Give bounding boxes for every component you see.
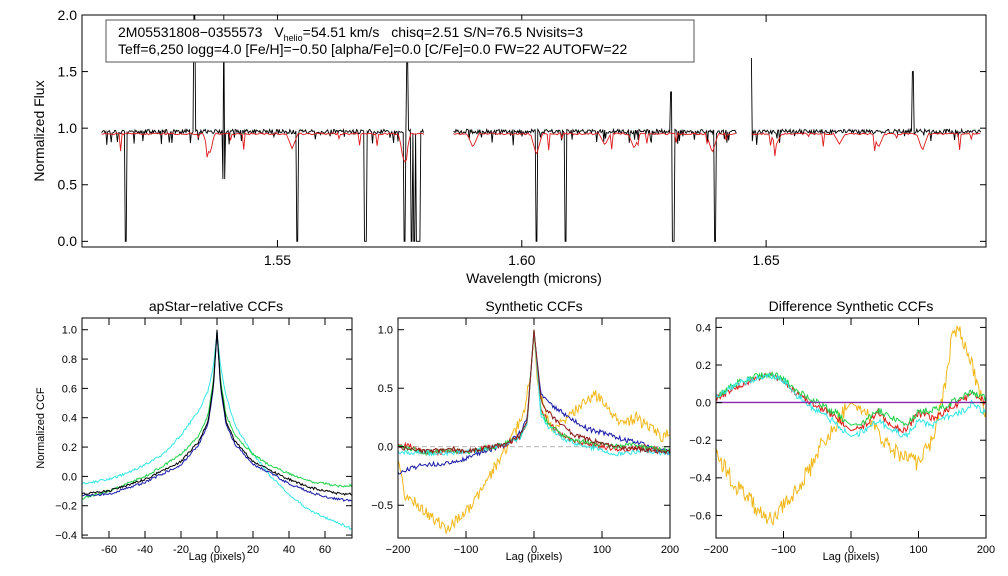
ccf3-xtick-label: −100 [771, 544, 796, 556]
ccf1-xtick-label: -40 [137, 544, 153, 556]
spectrum-xlabel: Wavelength (microns) [466, 270, 602, 286]
spectrum-axes-frame [81, 14, 987, 248]
ccf3-xtick-label: 100 [909, 544, 927, 556]
ccf-panel-3: Difference Synthetic CCFs −200 −100 0 100 20… [689, 298, 995, 563]
star-id: 2M05531808−0355573 [118, 24, 263, 40]
ccf1-ytick-label: 0.6 [62, 383, 77, 395]
ccf1-ytick-label: −0.2 [55, 501, 77, 513]
ccf1-ytick-label: −0.4 [55, 530, 77, 542]
ccf2-ticks: −200 −100 0 100 200 −0.5 0.0 0.5 1.0 [371, 318, 679, 556]
annotation-frame [105, 19, 695, 63]
ccf2-xtick-label: −200 [386, 544, 411, 556]
ccf1-xtick-label: 0 [214, 544, 220, 556]
spectrum-ytick-label: 2.0 [58, 7, 78, 23]
ccf3-series-cyan [715, 372, 987, 439]
ccf3-ytick-label: 0.4 [696, 322, 711, 334]
spectrum-panel: 1.55 1.60 1.65 0.0 0.5 1.0 1.5 2.0 Wavelength (… [31, 7, 987, 286]
ccf2-ytick-label: 0.0 [378, 442, 393, 454]
ccf3-xtick-label: 0 [848, 544, 854, 556]
ccf2-ytick-label: 0.5 [378, 383, 393, 395]
ccf1-ytick-label: 1.0 [62, 325, 77, 337]
spectrum-xtick-label: 1.65 [752, 252, 779, 268]
ccf-panel-1: apStar−relative CCFs -60 -40 -20 0 20 40 60 −0.… [35, 298, 353, 563]
ccf1-series-black [81, 329, 353, 496]
ccf3-ticks: −200 −100 0 100 200 −0.6 −0.4 −0.2 0.0 0.2 0.4 [689, 318, 995, 556]
ccf3-ytick-label: −0.6 [689, 510, 711, 522]
spectrum-ytick-label: 1.0 [58, 120, 78, 136]
ccf1-ticks: -60 -40 -20 0 20 40 60 −0.4 −0.2 0.0 0.2 0.4 0.6 0.8 1… [55, 318, 352, 556]
ccf2-ytick-label: 1.0 [378, 325, 393, 337]
spectrum-ytick-label: 0.0 [58, 233, 78, 249]
ccf1-ytick-label: 0.2 [62, 442, 77, 454]
ccf3-plot-area [715, 325, 987, 527]
ccf2-xtick-label: 100 [593, 544, 611, 556]
spectrum-plot-area [101, 14, 982, 242]
ccf1-xtick-label: 60 [319, 544, 331, 556]
ccf1-plot-area [81, 329, 353, 531]
ccf3-xtick-label: 200 [977, 544, 995, 556]
ccf1-ytick-label: 0.8 [62, 354, 77, 366]
ccf1-xlabel: Lag (pixels) [189, 551, 246, 563]
spectrum-xtick-label: 1.60 [508, 252, 535, 268]
spectrum-ytick-label: 1.5 [58, 63, 78, 79]
annotation-line1: 2M05531808−0355573 Vhelio=54.51 km/s chi… [118, 24, 583, 43]
vhelio-subscript: helio [284, 33, 303, 43]
spectrum-ytick-label: 0.5 [58, 177, 78, 193]
annotation-line2: Teff=6,250 logg=4.0 [Fe/H]=−0.50 [alpha/… [118, 41, 627, 57]
ccf2-series-darkred [397, 329, 671, 455]
ccf2-xtick-label: 200 [661, 544, 679, 556]
ccf3-ytick-label: −0.2 [689, 435, 711, 447]
ccf1-title: apStar−relative CCFs [149, 298, 283, 314]
ccf3-xlabel: Lag (pixels) [823, 551, 880, 563]
spectrum-ylabel: Normalized Flux [31, 80, 47, 181]
ccf2-xtick-label: −100 [454, 544, 479, 556]
ccf3-xtick-label: −200 [704, 544, 729, 556]
ccf2-xlabel: Lag (pixels) [506, 551, 563, 563]
vhelio-value: =54.51 km/s [303, 24, 380, 40]
fit-stats: chisq=2.51 S/N=76.5 Nvisits=3 [391, 24, 583, 40]
ccf3-ytick-label: 0.2 [696, 360, 711, 372]
ccf3-ytick-label: 0.0 [696, 397, 711, 409]
ccf1-xtick-label: -60 [101, 544, 117, 556]
ccf2-ytick-label: −0.5 [371, 500, 393, 512]
ccf1-ytick-label: 0.4 [62, 413, 77, 425]
ccf3-title: Difference Synthetic CCFs [769, 298, 934, 314]
vhelio-symbol: V [274, 24, 284, 40]
ccf3-ytick-label: −0.4 [689, 473, 711, 485]
annotation-box: 2M05531808−0355573 Vhelio=54.51 km/s chi… [105, 19, 695, 63]
ccf-panel-2: Synthetic CCFs −200 −100 0 100 200 −0.5 0.0 0.5… [371, 298, 679, 563]
ccf1-xtick-label: 20 [247, 544, 259, 556]
ccf2-xtick-label: 0 [531, 544, 537, 556]
ccf1-xtick-label: 40 [283, 544, 295, 556]
ccf1-ylabel: Normalized CCF [35, 387, 47, 469]
spectrum-ticks: 1.55 1.60 1.65 0.0 0.5 1.0 1.5 2.0 [58, 7, 986, 268]
spectrum-series-red [101, 131, 981, 163]
ccf2-plot-area [397, 329, 671, 535]
spectrum-xtick-label: 1.55 [264, 252, 291, 268]
ccf1-xtick-label: -20 [173, 544, 189, 556]
ccf2-title: Synthetic CCFs [485, 298, 582, 314]
ccf1-ytick-label: 0.0 [62, 471, 77, 483]
